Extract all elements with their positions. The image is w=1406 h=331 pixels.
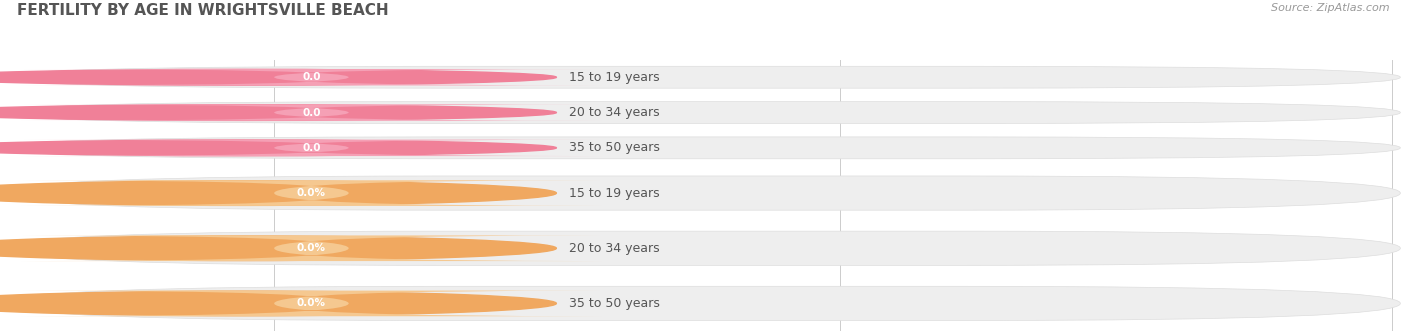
FancyBboxPatch shape xyxy=(3,102,1400,123)
Text: 35 to 50 years: 35 to 50 years xyxy=(569,297,661,310)
FancyBboxPatch shape xyxy=(22,69,602,85)
Text: 15 to 19 years: 15 to 19 years xyxy=(569,71,659,84)
Circle shape xyxy=(0,236,557,260)
Text: 0.0: 0.0 xyxy=(302,143,321,153)
Text: 0.0%: 0.0% xyxy=(297,188,326,198)
FancyBboxPatch shape xyxy=(3,286,1400,320)
Text: 35 to 50 years: 35 to 50 years xyxy=(569,141,661,154)
FancyBboxPatch shape xyxy=(3,231,1400,265)
Circle shape xyxy=(0,105,557,120)
Circle shape xyxy=(0,181,557,206)
Text: 20 to 34 years: 20 to 34 years xyxy=(569,106,659,119)
Text: Source: ZipAtlas.com: Source: ZipAtlas.com xyxy=(1271,3,1389,13)
Text: 15 to 19 years: 15 to 19 years xyxy=(569,187,659,200)
Circle shape xyxy=(0,291,557,316)
FancyBboxPatch shape xyxy=(22,180,602,206)
FancyBboxPatch shape xyxy=(3,176,1400,210)
FancyBboxPatch shape xyxy=(3,66,1400,88)
Text: FERTILITY BY AGE IN WRIGHTSVILLE BEACH: FERTILITY BY AGE IN WRIGHTSVILLE BEACH xyxy=(17,3,388,18)
FancyBboxPatch shape xyxy=(22,235,602,261)
FancyBboxPatch shape xyxy=(22,291,602,316)
Text: 0.0%: 0.0% xyxy=(297,299,326,308)
Text: 0.0: 0.0 xyxy=(302,72,321,82)
FancyBboxPatch shape xyxy=(22,140,602,156)
Text: 0.0: 0.0 xyxy=(302,108,321,118)
Text: 20 to 34 years: 20 to 34 years xyxy=(569,242,659,255)
FancyBboxPatch shape xyxy=(3,137,1400,159)
Text: 0.0%: 0.0% xyxy=(297,243,326,253)
Circle shape xyxy=(0,140,557,156)
FancyBboxPatch shape xyxy=(22,104,602,121)
Circle shape xyxy=(0,70,557,85)
